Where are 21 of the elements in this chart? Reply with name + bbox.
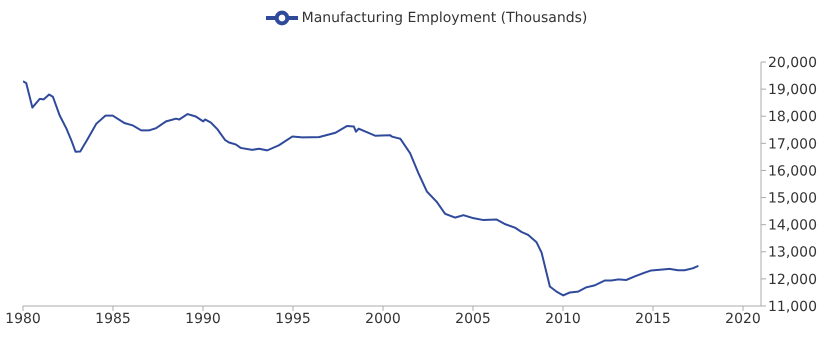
line-series <box>23 80 700 296</box>
y-tick-label: 15,000 <box>768 190 817 207</box>
y-tick-label: 16,000 <box>768 163 817 180</box>
y-tick-label: 18,000 <box>768 109 817 126</box>
x-tick-label: 1990 <box>185 310 221 327</box>
x-tick-label: 2015 <box>635 310 671 327</box>
legend-label: Manufacturing Employment (Thousands) <box>302 10 588 26</box>
y-tick-label: 12,000 <box>768 272 817 288</box>
y-tick-label: 14,000 <box>768 218 817 234</box>
y-tick-label: 19,000 <box>768 82 817 98</box>
x-tick-label: 2000 <box>365 310 401 327</box>
x-tick-label: 2010 <box>545 310 581 327</box>
x-tick-label: 1980 <box>5 310 41 327</box>
y-tick-label: 17,000 <box>768 136 817 152</box>
x-tick-label: 1995 <box>275 310 311 327</box>
x-tick-label: 2005 <box>455 310 491 327</box>
y-tick-label: 11,000 <box>768 298 817 315</box>
y-tick-label: 20,000 <box>768 54 817 71</box>
x-tick-label: 1985 <box>95 310 131 327</box>
y-tick-label: 13,000 <box>768 244 817 261</box>
x-tick-label: 2020 <box>725 310 761 327</box>
